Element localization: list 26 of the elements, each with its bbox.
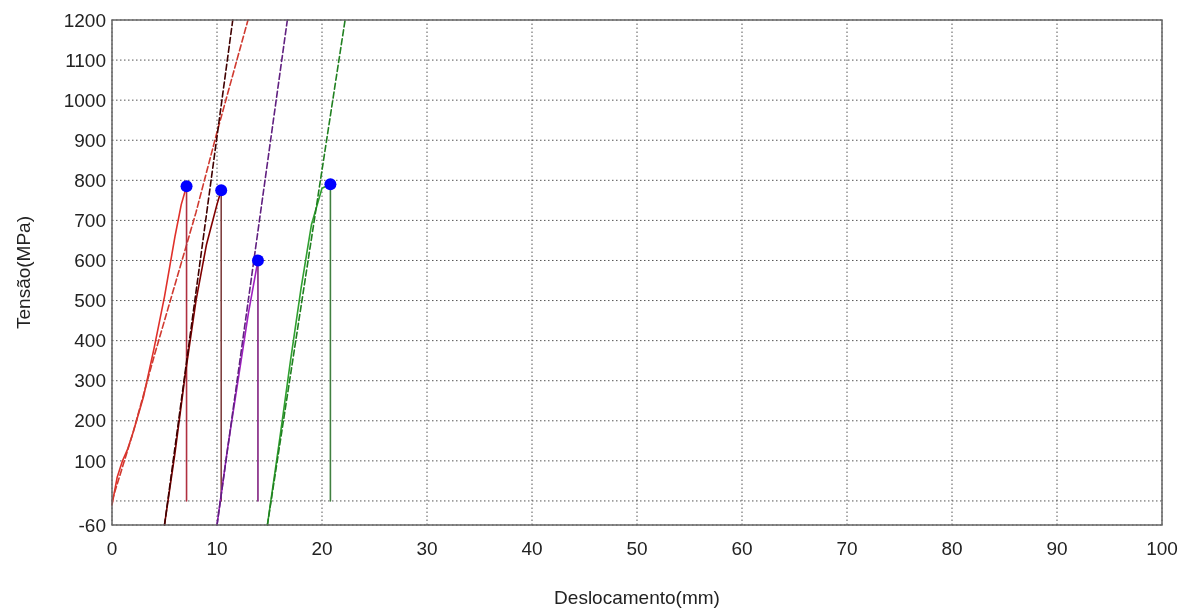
x-tick-label: 80	[941, 538, 963, 559]
x-axis-title: Deslocamento(mm)	[554, 587, 720, 608]
x-tick-label: 20	[311, 538, 333, 559]
y-tick-label: 600	[74, 250, 106, 272]
y-tick-label: 400	[74, 330, 106, 352]
y-tick-label: 500	[74, 290, 106, 312]
y-tick-label: 100	[74, 450, 106, 472]
x-tick-label: 40	[521, 538, 543, 559]
y-tick-label: 800	[74, 169, 106, 191]
y-tick-label: 200	[74, 410, 106, 432]
y-tick-label: 1100	[65, 49, 106, 71]
y-tick-label: 1200	[63, 9, 106, 31]
x-tick-label: 100	[1146, 538, 1178, 559]
y-tick-label: 900	[74, 129, 106, 151]
x-tick-label: 60	[731, 538, 753, 559]
x-tick-label: 70	[836, 538, 858, 559]
x-tick-label: 10	[206, 538, 228, 559]
y-tick-label: 300	[74, 370, 106, 392]
x-tick-label: 90	[1046, 538, 1068, 559]
x-tick-label: 30	[416, 538, 438, 559]
y-tick-label: -60	[78, 514, 106, 536]
y-tick-label: 700	[74, 210, 106, 232]
y-axis-title: Tensão(MPa)	[13, 216, 34, 329]
x-tick-label: 50	[626, 538, 648, 559]
x-tick-label: 0	[106, 538, 118, 559]
y-tick-label: 1000	[63, 89, 106, 111]
